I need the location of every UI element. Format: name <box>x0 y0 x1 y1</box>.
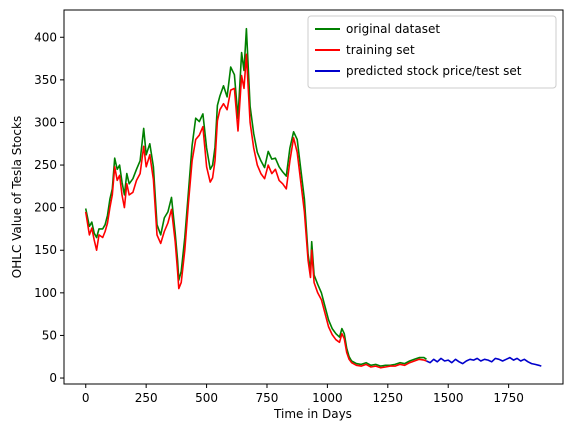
series-line-2 <box>426 356 542 367</box>
x-tick-label: 250 <box>135 391 158 405</box>
y-tick-label: 50 <box>42 328 57 342</box>
y-tick-label: 350 <box>34 73 57 87</box>
x-axis-label: Time in Days <box>273 407 352 421</box>
x-tick-label: 1250 <box>373 391 404 405</box>
legend-label-training-set: training set <box>346 43 415 57</box>
y-axis-ticks: 0 50 100 150 200 250 300 350 400 <box>34 30 64 385</box>
y-tick-label: 0 <box>49 371 57 385</box>
x-tick-label: 1500 <box>433 391 464 405</box>
x-tick-label: 1000 <box>312 391 343 405</box>
y-tick-label: 250 <box>34 158 57 172</box>
y-tick-label: 400 <box>34 30 57 44</box>
y-tick-label: 200 <box>34 201 57 215</box>
plot-lines <box>84 27 542 369</box>
legend-label-test-set: predicted stock price/test set <box>346 64 522 78</box>
plot-frame <box>63 9 564 385</box>
series-line-0 <box>84 27 427 367</box>
legend-label-original-dataset: original dataset <box>346 22 440 36</box>
y-tick-label: 300 <box>34 115 57 129</box>
x-tick-label: 1750 <box>493 391 524 405</box>
legend-box <box>307 15 557 89</box>
x-axis-ticks: 0 250 500 750 1000 1250 1500 1750 <box>82 384 524 405</box>
series-line-1 <box>84 53 427 369</box>
x-tick-label: 0 <box>82 391 90 405</box>
y-axis-label: OHLC Value of Tesla Stocks <box>10 116 24 278</box>
y-tick-label: 100 <box>34 286 57 300</box>
x-tick-label: 750 <box>256 391 279 405</box>
y-tick-label: 150 <box>34 243 57 257</box>
x-tick-label: 500 <box>195 391 218 405</box>
legend: original dataset training set predicted … <box>307 15 557 89</box>
